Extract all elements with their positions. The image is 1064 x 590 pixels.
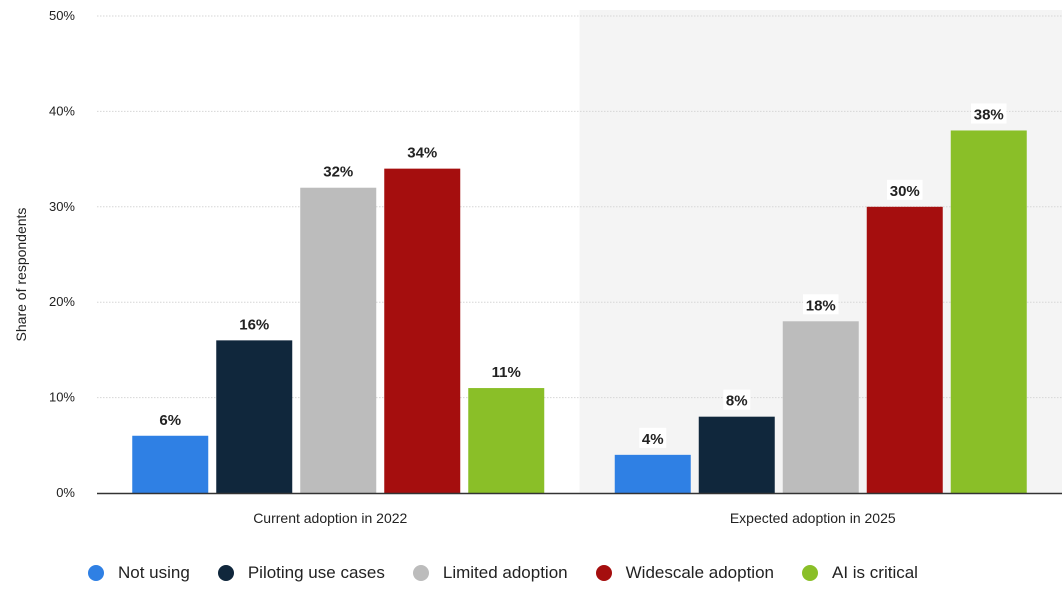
data-label: 32%	[323, 164, 353, 181]
legend-item[interactable]: Widescale adoption	[595, 563, 774, 583]
x-axis-ticks: Current adoption in 2022 Expected adoptio…	[253, 510, 896, 526]
bar	[384, 168, 461, 493]
bar	[300, 187, 377, 493]
x-tick-label: Current adoption in 2022	[253, 510, 407, 526]
data-label: 4%	[642, 431, 664, 448]
data-label-background	[723, 389, 751, 410]
y-axis-ticks: 0% 10% 20% 30% 40% 50%	[49, 8, 75, 500]
bar	[614, 454, 691, 493]
data-label: 16%	[239, 316, 269, 333]
data-label-background	[156, 408, 184, 429]
legend-marker	[412, 565, 429, 581]
legend-marker	[802, 565, 818, 581]
legend-marker	[217, 565, 234, 581]
data-label-background	[404, 141, 440, 162]
y-tick-label: 50%	[49, 8, 75, 23]
data-label: 34%	[407, 145, 437, 162]
y-tick-label: 0%	[56, 485, 75, 500]
legend-item[interactable]: Piloting use cases	[217, 563, 385, 583]
data-label: 11%	[492, 364, 521, 381]
bar	[468, 388, 545, 493]
data-label-background	[971, 103, 1007, 124]
x-tick-label: Expected adoption in 2025	[730, 510, 896, 526]
legend-label: Piloting use cases	[247, 563, 385, 582]
bar	[132, 435, 209, 493]
data-label-background	[887, 179, 923, 200]
legend-label: Not using	[118, 563, 190, 582]
bars	[132, 130, 1027, 494]
y-axis-label: Share of respondents	[13, 208, 29, 342]
legend-label: AI is critical	[832, 563, 918, 582]
data-label-background	[639, 427, 667, 448]
data-label-background	[320, 160, 356, 181]
data-label-background	[488, 361, 524, 382]
bar	[950, 130, 1027, 494]
legend-marker	[88, 565, 104, 581]
data-label: 38%	[974, 106, 1004, 123]
bar	[782, 321, 859, 493]
y-tick-label: 10%	[49, 390, 75, 405]
data-label: 6%	[159, 412, 181, 429]
legend-item[interactable]: Not using	[88, 563, 190, 583]
legend-item[interactable]: Limited adoption	[412, 563, 568, 583]
y-tick-label: 30%	[49, 199, 75, 214]
bar	[216, 340, 293, 493]
bar	[866, 206, 943, 494]
data-label: 18%	[806, 297, 836, 314]
bar	[698, 416, 775, 493]
legend-item[interactable]: AI is critical	[802, 563, 918, 583]
data-label: 8%	[726, 393, 748, 410]
y-tick-label: 20%	[49, 294, 75, 309]
data-labels: 6% 16% 32% 34% 11% 4% 8% 18% 30% 38%	[156, 103, 1007, 448]
data-label-background	[803, 294, 839, 315]
legend-marker	[595, 565, 612, 581]
y-tick-label: 40%	[49, 103, 75, 118]
data-label: 30%	[890, 183, 920, 200]
legend-label: Widescale adoption	[625, 563, 774, 582]
data-label-background	[236, 313, 272, 334]
legend-label: Limited adoption	[442, 563, 568, 582]
legend: Not using Piloting use cases Limited adopt…	[88, 563, 946, 583]
